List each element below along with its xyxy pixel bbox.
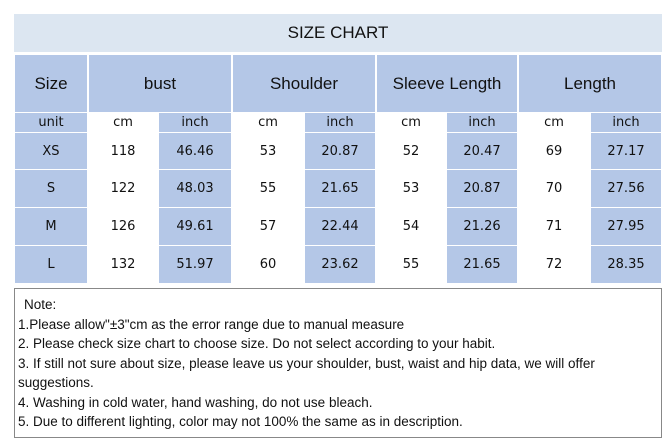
data-cell: 72 — [519, 246, 589, 283]
data-cell: 48.03 — [159, 170, 231, 207]
unit-cell: unit — [15, 113, 87, 132]
unit-cell: inch — [305, 113, 375, 132]
unit-cell: cm — [377, 113, 445, 132]
data-cell: 57 — [233, 208, 303, 245]
data-cell: 69 — [519, 133, 589, 169]
notes-box: Note: 1.Please allow"±3"cm as the error r… — [14, 288, 662, 438]
data-cell: 23.62 — [305, 246, 375, 283]
note-line: 5. Due to different lighting, color may … — [18, 414, 463, 429]
data-cell: 122 — [89, 170, 157, 207]
data-cell: S — [15, 170, 87, 207]
header-cell: Sleeve Length — [377, 55, 517, 112]
data-cell: 60 — [233, 246, 303, 283]
data-cell: 55 — [233, 170, 303, 207]
data-cell: 27.56 — [591, 170, 661, 207]
data-cell: 70 — [519, 170, 589, 207]
header-cell: bust — [89, 55, 231, 112]
data-cell: 132 — [89, 246, 157, 283]
data-cell: 20.47 — [447, 133, 517, 169]
data-cell: 22.44 — [305, 208, 375, 245]
note-line: 2. Please check size chart to choose siz… — [18, 336, 496, 351]
note-line: 4. Washing in cold water, hand washing, … — [18, 394, 373, 410]
data-cell: XS — [15, 133, 87, 169]
data-cell: 51.97 — [159, 246, 231, 283]
unit-cell: inch — [447, 113, 517, 132]
data-cell: M — [15, 208, 87, 245]
note-line: 1.Please allow"±3"cm as the error range … — [18, 316, 405, 332]
table-title: SIZE CHART — [14, 14, 662, 52]
data-cell: 21.26 — [447, 208, 517, 245]
data-cell: 49.61 — [159, 208, 231, 245]
data-cell: 118 — [89, 133, 157, 169]
data-cell: 27.95 — [591, 208, 661, 245]
data-cell: 126 — [89, 208, 157, 245]
unit-cell: inch — [159, 113, 231, 132]
data-cell: 53 — [233, 133, 303, 169]
data-cell: 55 — [377, 246, 445, 283]
data-cell: 21.65 — [447, 246, 517, 283]
note-line: Note: — [24, 297, 57, 312]
data-cell: 28.35 — [591, 246, 661, 283]
unit-cell: cm — [89, 113, 157, 132]
data-cell: 54 — [377, 208, 445, 245]
unit-cell: cm — [233, 113, 303, 132]
data-cell: L — [15, 246, 87, 283]
unit-cell: cm — [519, 113, 589, 132]
header-cell: Shoulder — [233, 55, 375, 112]
data-cell: 71 — [519, 208, 589, 245]
note-line: 3. If still not sure about size, please … — [18, 355, 595, 391]
unit-cell: inch — [591, 113, 661, 132]
data-cell: 46.46 — [159, 133, 231, 169]
data-cell: 53 — [377, 170, 445, 207]
header-cell: Length — [519, 55, 661, 112]
data-cell: 27.17 — [591, 133, 661, 169]
data-cell: 20.87 — [305, 133, 375, 169]
header-cell: Size — [15, 55, 87, 112]
data-cell: 52 — [377, 133, 445, 169]
data-cell: 21.65 — [305, 170, 375, 207]
data-cell: 20.87 — [447, 170, 517, 207]
